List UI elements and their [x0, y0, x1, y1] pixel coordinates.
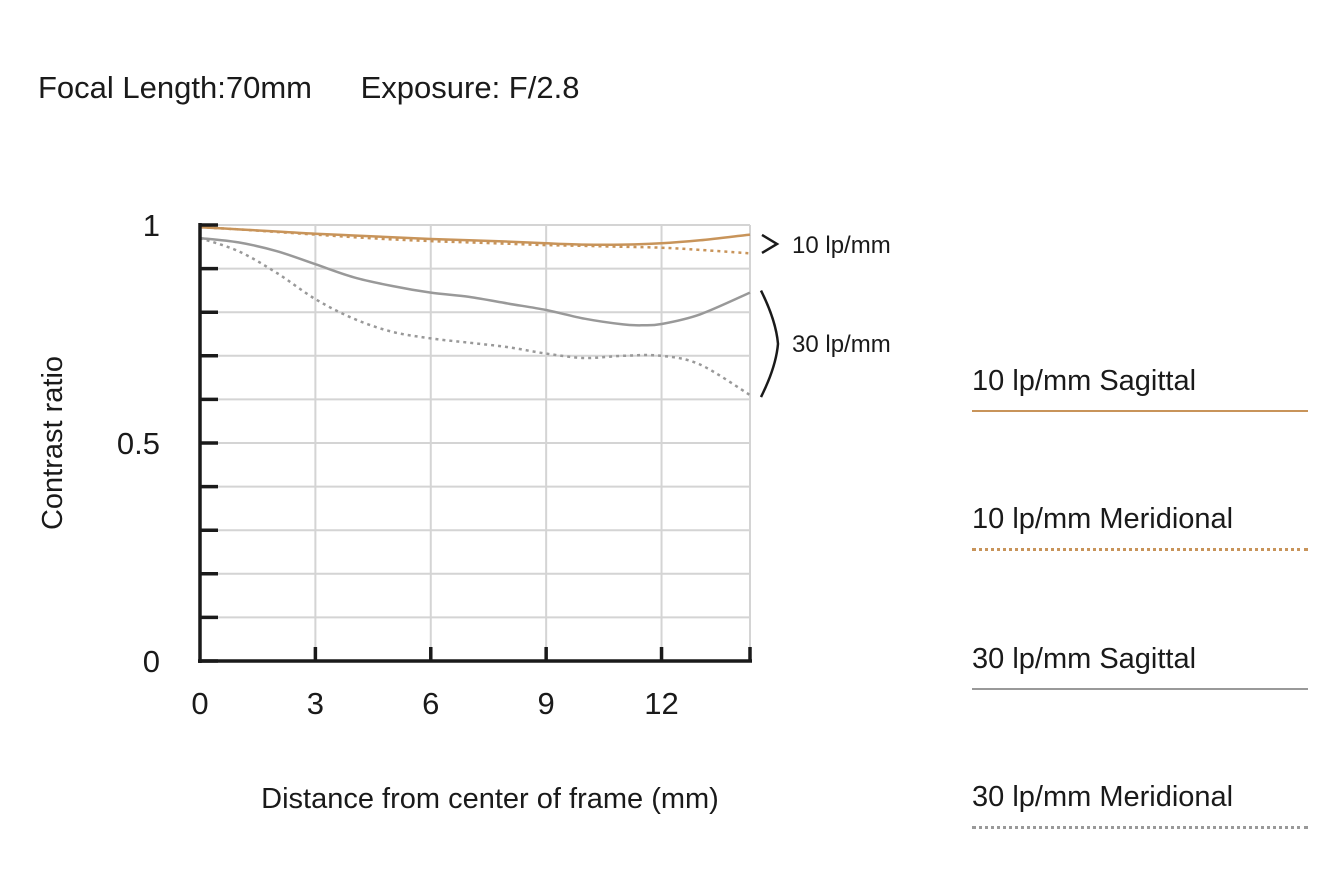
y-tick-label-2: 1 — [143, 208, 160, 243]
legend-swatch — [972, 548, 1308, 551]
y-axis-label: Contrast ratio — [37, 356, 69, 530]
x-tick-label-0: 0 — [191, 686, 208, 721]
legend-swatch — [972, 826, 1308, 829]
grid-lines — [200, 224, 751, 661]
legend-label: 30 lp/mm Meridional — [972, 781, 1234, 813]
series-line-30-lp-mm-sagittal — [199, 236, 751, 327]
series-line-10-lp-mm-meridional — [199, 225, 751, 255]
annotation-30-lpmm: 30 lp/mm — [792, 331, 891, 358]
x-tick-label-1: 3 — [307, 686, 324, 721]
x-tick-label-4: 12 — [644, 686, 678, 721]
legend-item: 30 lp/mm Meridional — [972, 781, 1308, 829]
bracket-30-lpmm — [759, 290, 780, 398]
x-tick-label-2: 6 — [422, 686, 439, 721]
x-axis-label: Distance from center of frame (mm) — [261, 783, 719, 815]
exposure-label: Exposure: F/2.8 — [360, 70, 580, 105]
series-line-30-lp-mm-meridional — [199, 236, 751, 397]
legend-swatch — [972, 410, 1308, 412]
legend-item: 10 lp/mm Sagittal — [972, 365, 1308, 412]
legend-label: 10 lp/mm Meridional — [972, 503, 1234, 535]
focal-length-label: Focal Length:70mm — [38, 70, 312, 105]
legend-item: 30 lp/mm Sagittal — [972, 643, 1308, 690]
legend-item: 10 lp/mm Meridional — [972, 503, 1308, 551]
legend-swatch — [972, 688, 1308, 690]
legend-label: 30 lp/mm Sagittal — [972, 643, 1197, 675]
x-tick-label-3: 9 — [538, 686, 555, 721]
bracket-10-lpmm — [761, 233, 780, 255]
y-tick-label-0: 0 — [143, 644, 160, 679]
axes — [198, 223, 752, 663]
annotations: 10 lp/mm 30 lp/mm — [759, 232, 891, 398]
tick-labels: 0 3 6 9 12 0 0.5 1 — [117, 208, 679, 721]
series-line-10-lp-mm-sagittal — [199, 225, 751, 246]
legend-label: 10 lp/mm Sagittal — [972, 365, 1197, 397]
annotation-10-lpmm: 10 lp/mm — [792, 232, 891, 259]
series-layer — [199, 225, 751, 397]
chart-header: Focal Length:70mm Exposure: F/2.8 — [38, 70, 579, 106]
y-tick-label-1: 0.5 — [117, 426, 160, 461]
